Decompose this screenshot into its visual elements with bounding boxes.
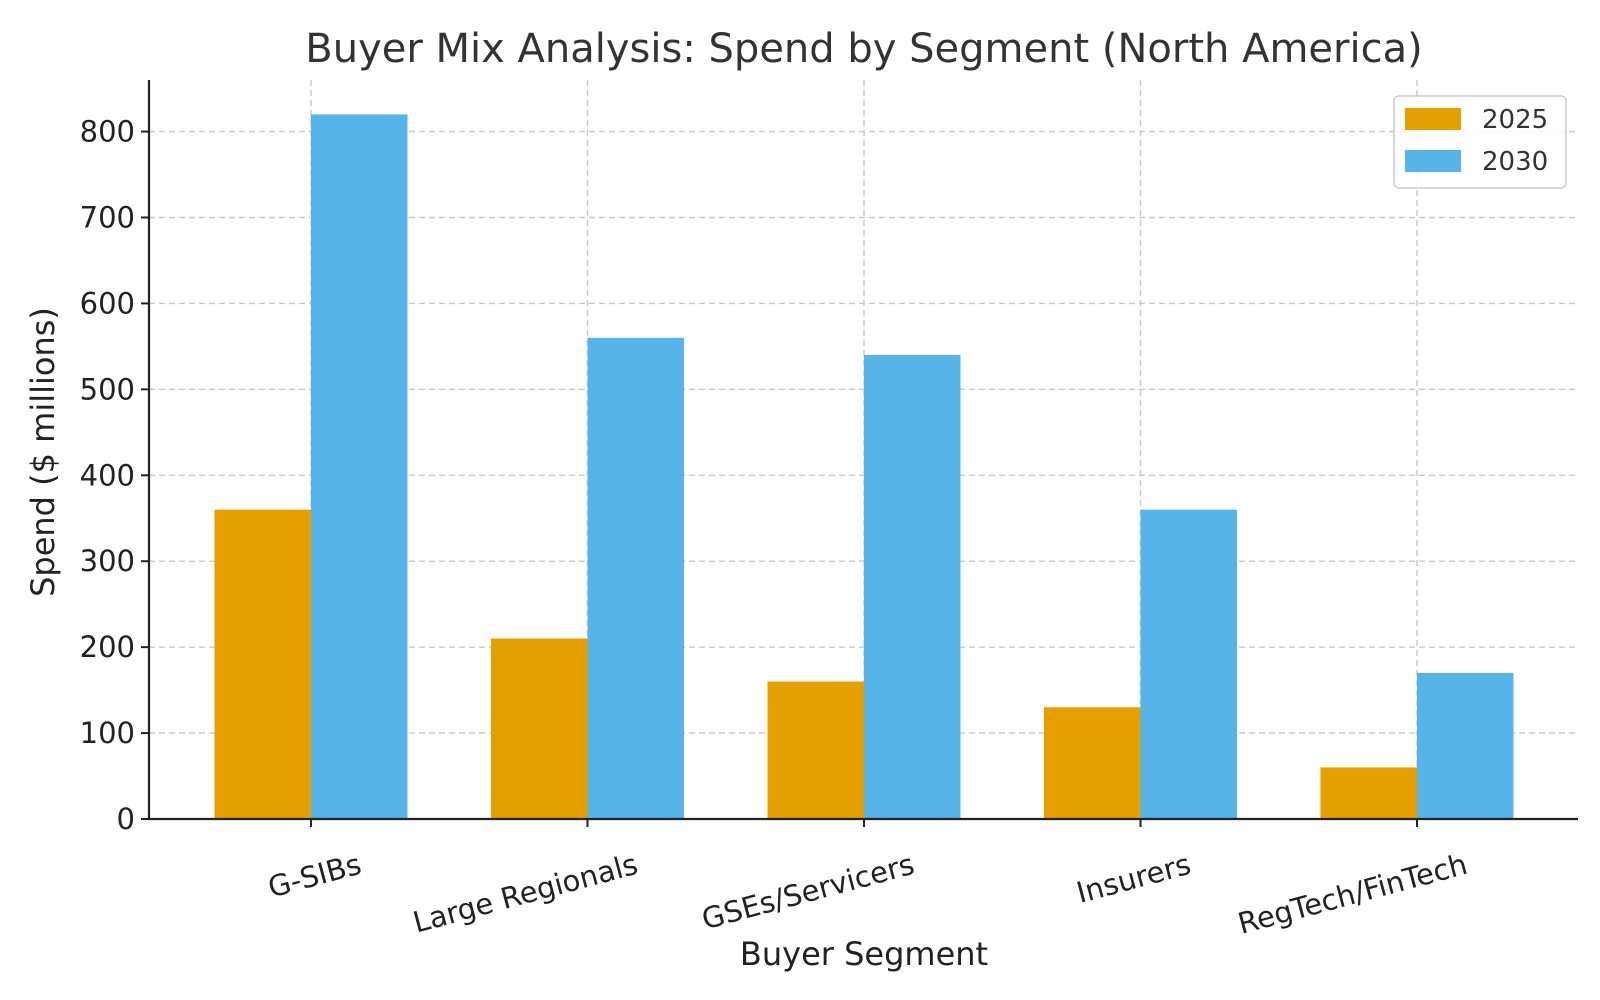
bar-2025-gses-servicers	[767, 681, 864, 819]
y-tick-label: 100	[80, 716, 135, 750]
y-tick-label: 0	[117, 802, 135, 836]
bar-2025-g-sibs	[214, 509, 311, 819]
y-tick-label: 200	[80, 630, 135, 664]
y-tick-label: 800	[80, 115, 135, 149]
legend-label-2030: 2030	[1482, 147, 1548, 177]
x-axis-label: Buyer Segment	[740, 935, 988, 973]
y-tick-label: 300	[80, 544, 135, 578]
legend-label-2025: 2025	[1482, 105, 1548, 135]
bar-2030-large-regionals	[587, 337, 684, 819]
y-axis-label: Spend ($ millions)	[24, 307, 62, 597]
legend-swatch-2030	[1405, 150, 1461, 172]
bar-2025-regtech-fintech	[1320, 767, 1417, 819]
bar-2030-regtech-fintech	[1417, 672, 1514, 819]
bar-2030-insurers	[1140, 509, 1237, 819]
x-tick-label: Insurers	[1073, 847, 1194, 910]
bar-2030-gses-servicers	[864, 354, 961, 819]
bar-2025-large-regionals	[491, 638, 588, 819]
chart-title: Buyer Mix Analysis: Spend by Segment (No…	[305, 26, 1422, 72]
y-tick-label: 700	[80, 200, 135, 234]
legend-swatch-2025	[1405, 108, 1461, 130]
y-tick-label: 500	[80, 372, 135, 406]
x-tick-label: GSEs/Servicers	[698, 847, 918, 936]
bar-2030-g-sibs	[311, 114, 408, 820]
y-tick-label: 600	[80, 286, 135, 320]
bars	[214, 114, 1514, 820]
x-tick-label: G-SIBs	[264, 847, 364, 904]
bar-2025-insurers	[1044, 707, 1141, 819]
x-tick-label: Large Regionals	[409, 847, 641, 940]
x-tick-label: RegTech/FinTech	[1234, 847, 1471, 941]
legend: 2025 2030	[1393, 95, 1567, 189]
y-tick-label: 400	[80, 458, 135, 492]
